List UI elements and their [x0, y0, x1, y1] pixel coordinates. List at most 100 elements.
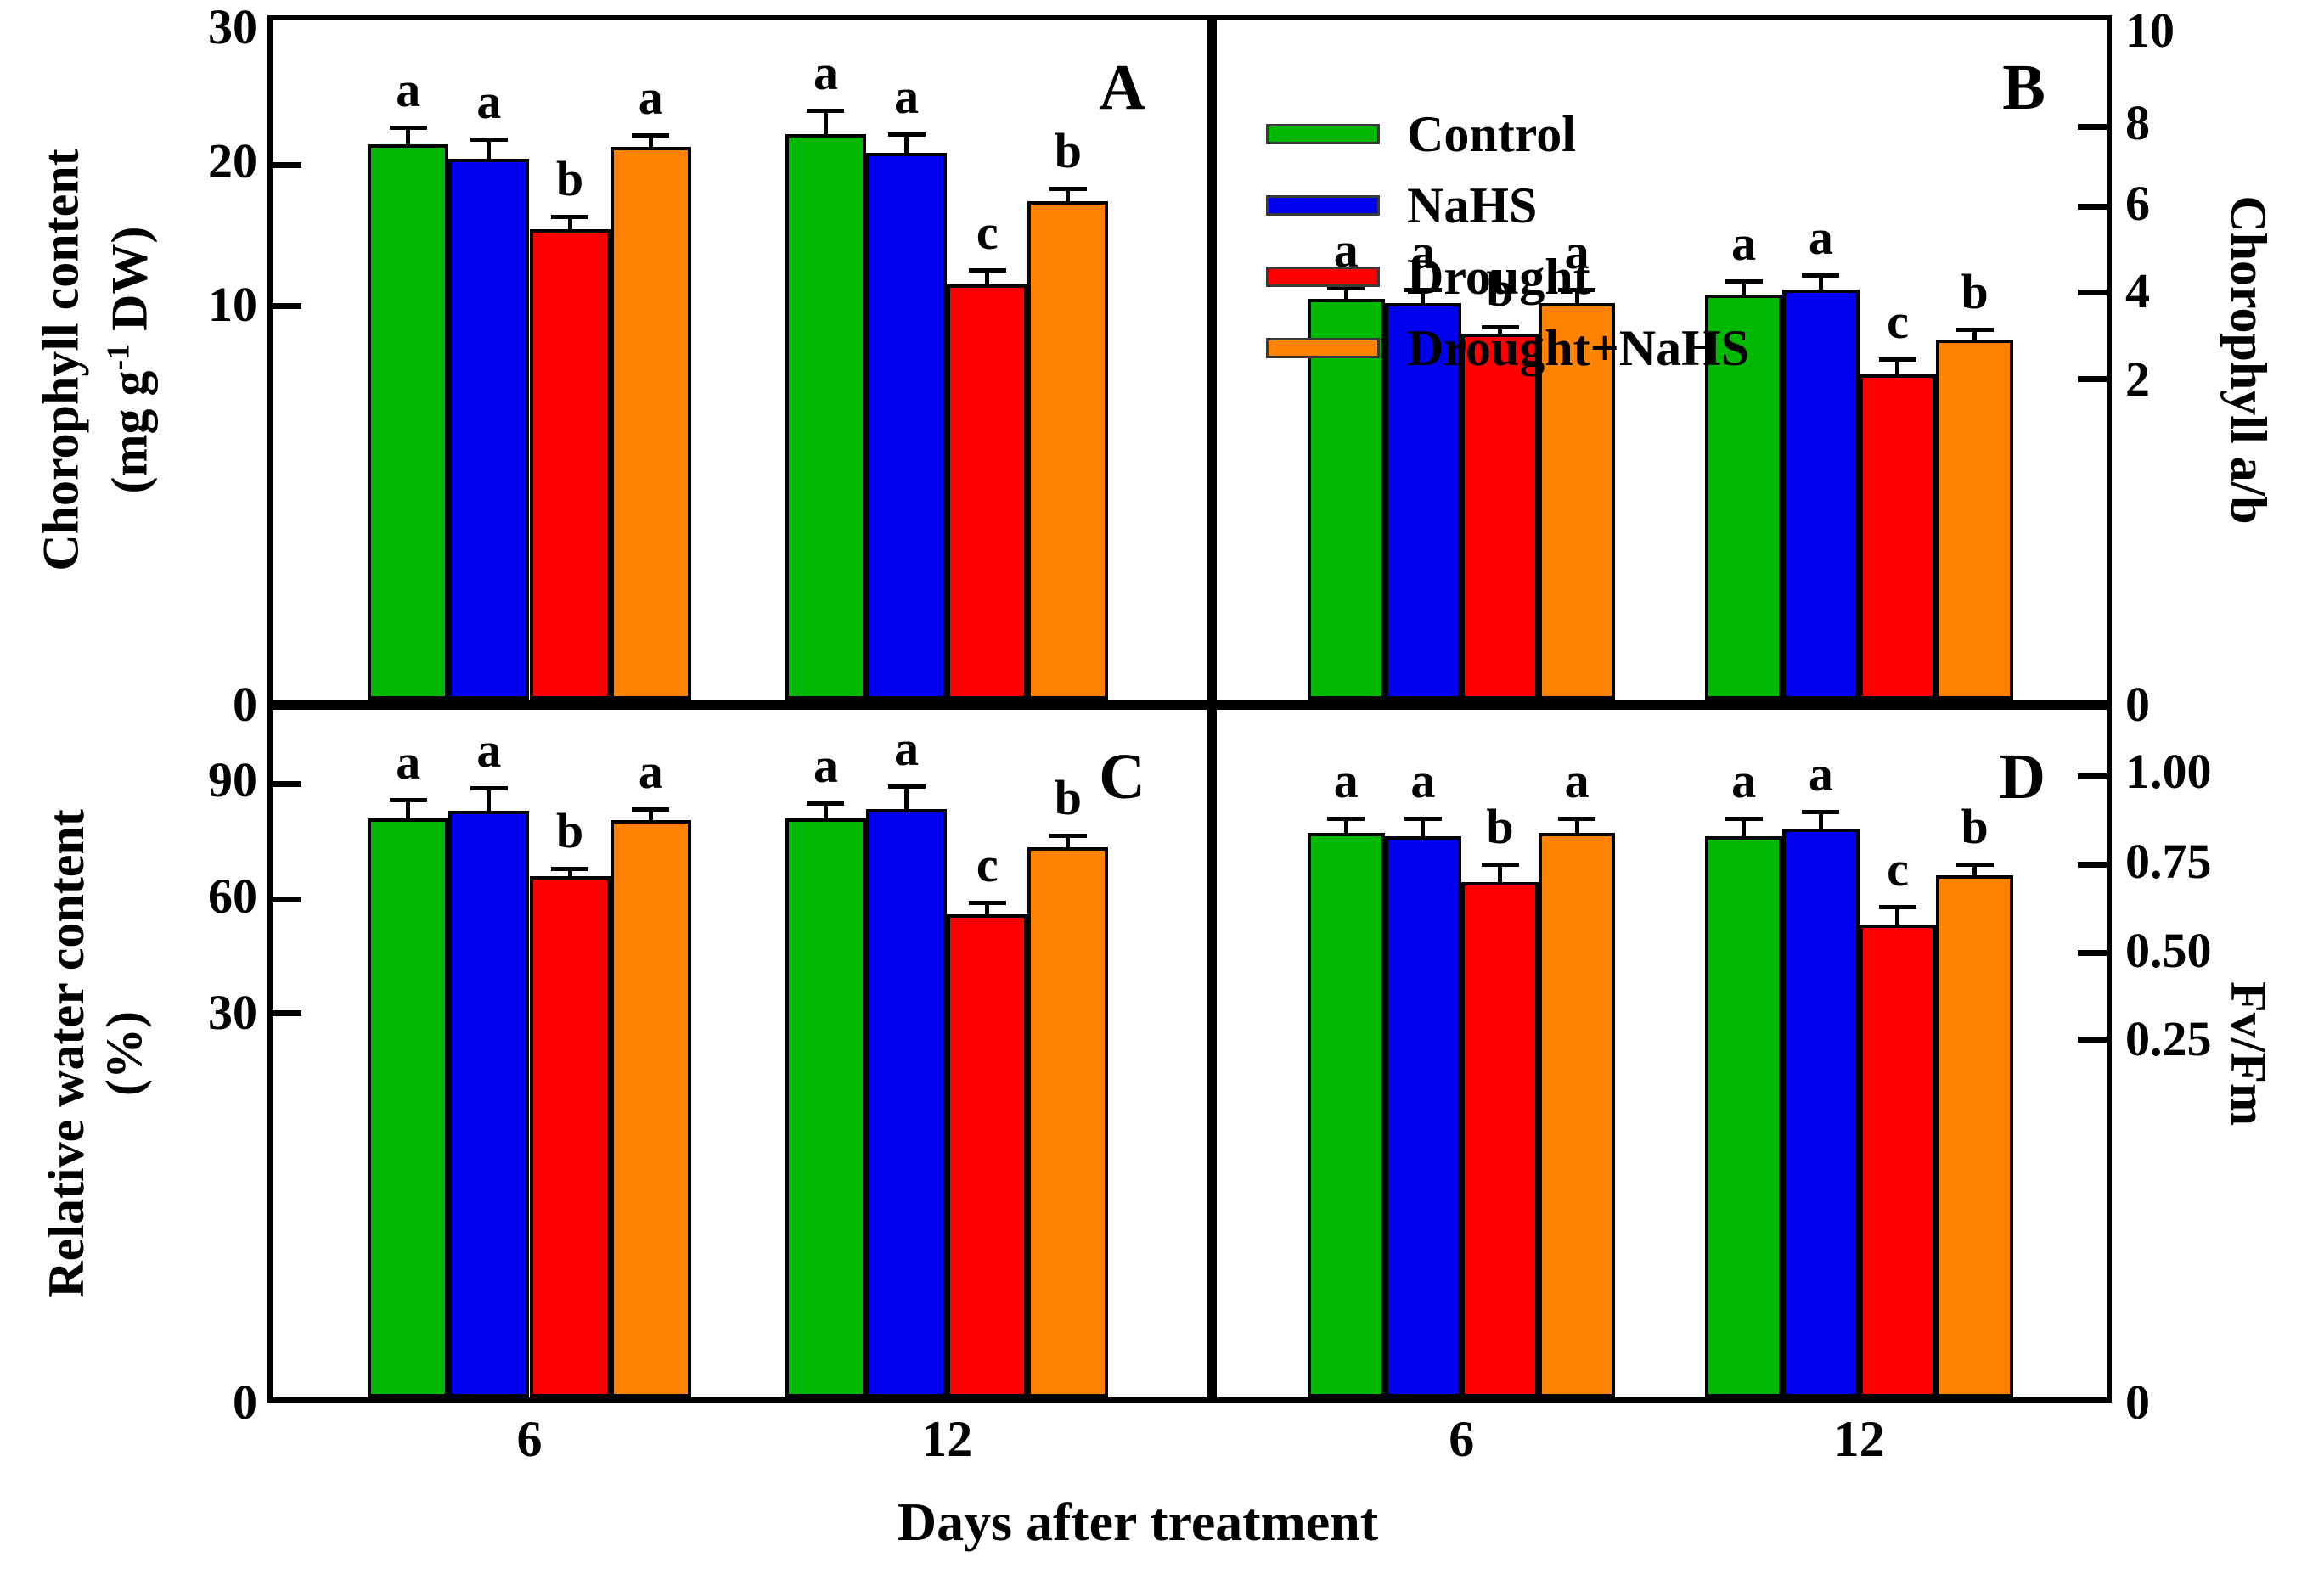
error-bar-cap — [887, 784, 926, 789]
error-bar-whisker — [1498, 326, 1503, 334]
error-bar-cap — [1955, 327, 1994, 332]
bar-drought-nahs-day6 — [610, 820, 691, 1397]
y-tick-label: 4 — [2125, 262, 2150, 318]
error-bar-cap — [551, 215, 589, 220]
legend-swatch — [1266, 124, 1380, 144]
x-tick-label-day6: 6 — [516, 1411, 543, 1467]
error-bar-cap — [1802, 809, 1840, 814]
error-bar-cap — [968, 901, 1006, 906]
significance-letter: a — [1808, 745, 1833, 801]
y-tick-label: 6 — [2125, 176, 2150, 232]
significance-letter: a — [396, 61, 421, 117]
x-tick-label-day12: 12 — [921, 1411, 973, 1467]
bar-control-day12 — [785, 818, 867, 1397]
error-bar-whisker — [567, 216, 572, 230]
error-bar-whisker — [985, 270, 990, 285]
error-bar-whisker — [1972, 329, 1978, 340]
error-bar-cap — [1481, 324, 1519, 329]
error-bar-cap — [470, 785, 508, 790]
significance-letter: b — [1054, 122, 1083, 178]
bar-control-day12 — [1705, 294, 1782, 700]
error-bar-cap — [1327, 816, 1365, 821]
bar-nahs-day12 — [866, 808, 948, 1397]
significance-letter: b — [555, 151, 584, 207]
y-tick-label: 0.75 — [2125, 833, 2212, 889]
significance-letter: a — [1410, 752, 1436, 808]
bar-drought-nahs-day6 — [1538, 832, 1616, 1397]
error-bar-cap — [1327, 285, 1365, 290]
y-tick-mark — [2078, 123, 2107, 130]
error-bar-cap — [1558, 288, 1596, 293]
error-bar-whisker — [1421, 290, 1426, 303]
significance-letter: c — [976, 205, 999, 261]
error-bar-whisker — [1895, 907, 1900, 925]
error-bar-whisker — [1818, 811, 1823, 829]
x-axis-title: Days after treatment — [897, 1492, 1379, 1552]
legend-swatch — [1266, 195, 1380, 216]
significance-letter: a — [1410, 224, 1436, 280]
legend-label: Control — [1407, 105, 1576, 162]
y-tick-label: 8 — [2125, 94, 2150, 150]
error-bar-cap — [1404, 288, 1442, 293]
error-bar-cap — [551, 866, 589, 871]
y-tick-label: 10 — [208, 277, 257, 333]
error-bar-cap — [1878, 905, 1916, 910]
error-bar-whisker — [985, 902, 990, 914]
y-tick-mark — [273, 161, 301, 168]
error-bar-cap — [807, 801, 845, 807]
bar-nahs-day12 — [1782, 290, 1860, 700]
y-tick-label: 2 — [2125, 351, 2150, 407]
legend: Control NaHS Drought Drought+NaHS — [1266, 98, 1749, 384]
bar-control-day6 — [1307, 298, 1385, 700]
y-axis-title-line1: Chorophyll content — [32, 149, 89, 571]
significance-letter: b — [1961, 799, 1989, 855]
significance-letter: a — [1564, 224, 1590, 280]
y-tick-mark — [273, 303, 301, 309]
significance-letter: b — [1961, 263, 1989, 319]
panel-letter-B: B — [2002, 52, 2045, 123]
error-bar-cap — [1049, 834, 1087, 839]
significance-letter: a — [1808, 209, 1833, 265]
y-axis-title-superscript: -1 — [100, 343, 137, 371]
error-bar-whisker — [823, 110, 828, 134]
bar-drought-day6 — [529, 875, 611, 1397]
significance-letter: c — [1887, 841, 1909, 897]
error-bar-cap — [968, 268, 1006, 273]
error-bar-cap — [807, 108, 845, 113]
bar-drought-nahs-day12 — [1936, 874, 2013, 1397]
bar-nahs-day6 — [1384, 835, 1462, 1397]
significance-letter: a — [476, 73, 502, 129]
error-bar-cap — [1725, 279, 1763, 284]
error-bar-whisker — [1498, 864, 1503, 882]
y-tick-mark — [2078, 1036, 2107, 1043]
bar-drought-nahs-day12 — [1027, 846, 1109, 1397]
y-tick-label: 0 — [233, 1374, 257, 1430]
significance-letter: a — [813, 44, 838, 100]
error-bar-cap — [1049, 186, 1087, 191]
error-bar-cap — [1802, 273, 1840, 278]
bar-drought-nahs-day6 — [610, 147, 691, 700]
bar-drought-day12 — [947, 284, 1028, 700]
y-tick-label: 10 — [2125, 2, 2175, 58]
error-bar-whisker — [1742, 281, 1747, 295]
significance-letter: c — [976, 837, 999, 893]
significance-letter: a — [638, 743, 663, 799]
significance-letter: a — [396, 734, 421, 790]
x-tick-label-day6: 6 — [1449, 1411, 1475, 1467]
y-tick-label: 20 — [208, 133, 257, 189]
significance-letter: b — [1486, 799, 1514, 855]
error-bar-cap — [389, 797, 427, 802]
error-bar-cap — [470, 137, 508, 142]
y-tick-label: 0.50 — [2125, 923, 2212, 979]
y-tick-label: 0 — [2125, 677, 2150, 732]
error-bar-whisker — [648, 808, 653, 821]
error-bar-cap — [1404, 816, 1442, 821]
bar-drought-day12 — [947, 913, 1028, 1397]
significance-letter: a — [1731, 216, 1757, 272]
significance-letter: b — [1054, 770, 1083, 826]
error-bar-whisker — [406, 126, 411, 145]
